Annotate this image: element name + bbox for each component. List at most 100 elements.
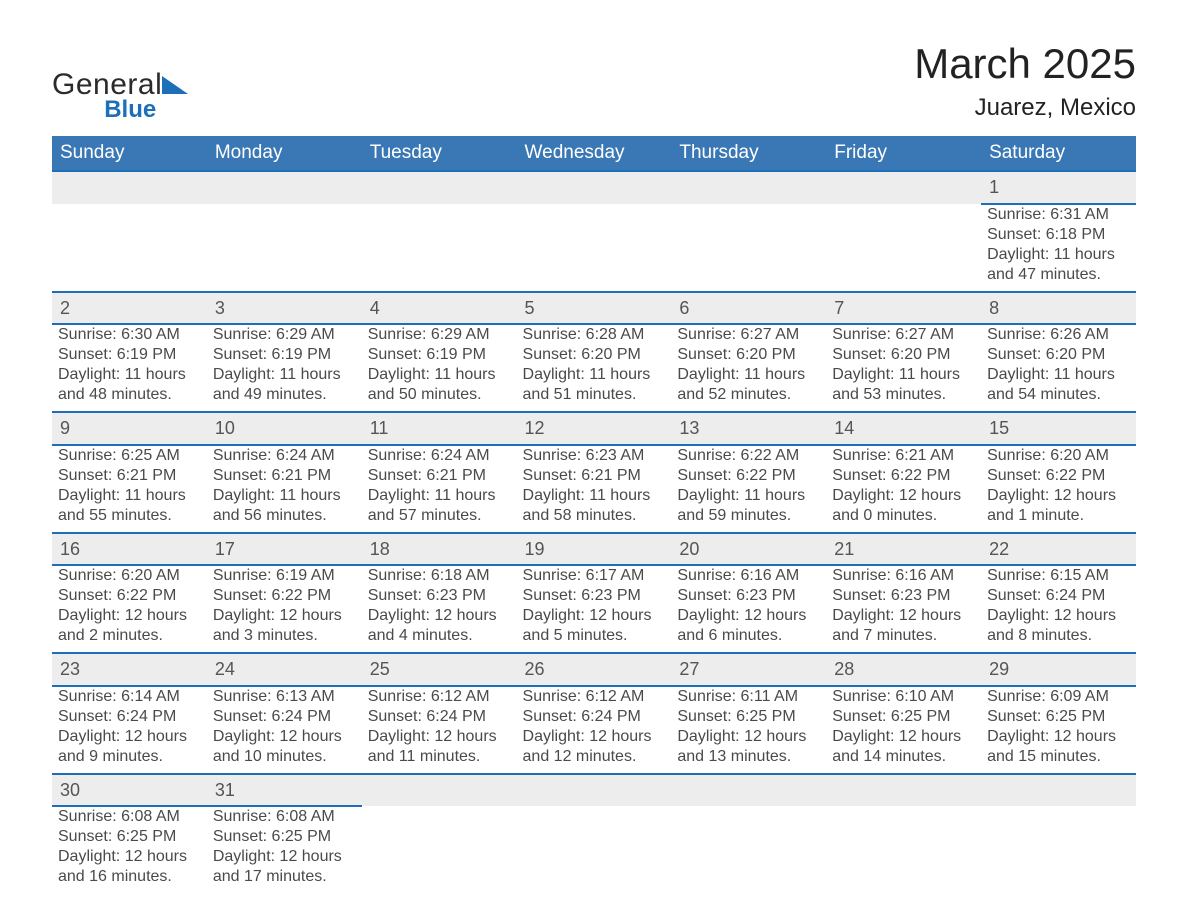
sunrise-line: Sunrise: 6:30 AM [58,325,201,345]
empty-cell [207,171,362,204]
empty-cell [671,204,826,292]
sunrise-line: Sunrise: 6:14 AM [58,687,201,707]
day-number: 7 [826,292,981,325]
day-number: 13 [671,412,826,445]
week-detail-row: Sunrise: 6:14 AM Sunset: 6:24 PM Daylight:… [52,686,1136,774]
sunrise-line: Sunrise: 6:20 AM [987,446,1130,466]
day-cell: Sunrise: 6:15 AMSunset: 6:24 PMDaylight:… [981,565,1136,653]
empty-cell [671,806,826,893]
week-daynum-row: 23242526272829 [52,653,1136,686]
daylight-line: Daylight: 11 hours and 58 minutes. [523,486,666,526]
sunset-line: Sunset: 6:21 PM [58,466,201,486]
daylight-line: Daylight: 12 hours and 11 minutes. [368,727,511,767]
sunrise-line: Sunrise: 6:26 AM [987,325,1130,345]
day-number: 4 [362,292,517,325]
empty-cell [362,171,517,204]
sunset-line: Sunset: 6:25 PM [987,707,1130,727]
empty-cell [207,204,362,292]
sunrise-line: Sunrise: 6:24 AM [368,446,511,466]
empty-cell [517,806,672,893]
logo-word-blue: Blue [104,98,156,122]
daylight-line: Daylight: 12 hours and 9 minutes. [58,727,201,767]
header: General Blue March 2025 Juarez, Mexico [52,40,1136,122]
logo-triangle-icon [162,76,188,94]
day-cell: Sunrise: 6:12 AMSunset: 6:24 PMDaylight:… [362,686,517,774]
day-number: 12 [517,412,672,445]
day-header: Saturday [981,136,1136,171]
day-number: 1 [981,171,1136,204]
day-number: 29 [981,653,1136,686]
daylight-line: Daylight: 12 hours and 17 minutes. [213,847,356,887]
day-cell: Sunrise: 6:09 AMSunset: 6:25 PMDaylight:… [981,686,1136,774]
daylight-line: Daylight: 11 hours and 47 minutes. [987,245,1130,285]
sunset-line: Sunset: 6:25 PM [832,707,975,727]
day-number: 6 [671,292,826,325]
empty-cell [826,806,981,893]
day-cell: Sunrise: 6:16 AMSunset: 6:23 PMDaylight:… [826,565,981,653]
day-cell: Sunrise: 6:27 AMSunset: 6:20 PMDaylight:… [826,324,981,412]
sunrise-line: Sunrise: 6:27 AM [832,325,975,345]
day-cell: Sunrise: 6:11 AMSunset: 6:25 PMDaylight:… [671,686,826,774]
empty-cell [671,171,826,204]
daylight-line: Daylight: 12 hours and 3 minutes. [213,606,356,646]
sunrise-line: Sunrise: 6:16 AM [832,566,975,586]
daylight-line: Daylight: 12 hours and 15 minutes. [987,727,1130,767]
sunrise-line: Sunrise: 6:27 AM [677,325,820,345]
day-number: 11 [362,412,517,445]
day-header: Wednesday [517,136,672,171]
day-cell: Sunrise: 6:20 AMSunset: 6:22 PMDaylight:… [52,565,207,653]
sunrise-line: Sunrise: 6:22 AM [677,446,820,466]
daylight-line: Daylight: 11 hours and 48 minutes. [58,365,201,405]
week-daynum-row: 2345678 [52,292,1136,325]
sunrise-line: Sunrise: 6:17 AM [523,566,666,586]
sunset-line: Sunset: 6:23 PM [677,586,820,606]
daylight-line: Daylight: 12 hours and 16 minutes. [58,847,201,887]
day-cell: Sunrise: 6:16 AMSunset: 6:23 PMDaylight:… [671,565,826,653]
sunset-line: Sunset: 6:22 PM [213,586,356,606]
sunset-line: Sunset: 6:25 PM [213,827,356,847]
day-cell: Sunrise: 6:19 AMSunset: 6:22 PMDaylight:… [207,565,362,653]
day-cell: Sunrise: 6:29 AMSunset: 6:19 PMDaylight:… [207,324,362,412]
week-detail-row: Sunrise: 6:08 AMSunset: 6:25 PMDaylight:… [52,806,1136,893]
daylight-line: Daylight: 11 hours and 50 minutes. [368,365,511,405]
daylight-line: Daylight: 11 hours and 56 minutes. [213,486,356,526]
day-cell: Sunrise: 6:10 AMSunset: 6:25 PMDaylight:… [826,686,981,774]
sunset-line: Sunset: 6:25 PM [58,827,201,847]
sunrise-line: Sunrise: 6:12 AM [368,687,511,707]
daylight-line: Daylight: 11 hours and 55 minutes. [58,486,201,526]
empty-cell [362,806,517,893]
week-daynum-row: 3031 [52,774,1136,807]
sunset-line: Sunset: 6:23 PM [523,586,666,606]
day-header-row: SundayMondayTuesdayWednesdayThursdayFrid… [52,136,1136,171]
day-number: 2 [52,292,207,325]
sunrise-line: Sunrise: 6:24 AM [213,446,356,466]
daylight-line: Daylight: 12 hours and 0 minutes. [832,486,975,526]
day-cell: Sunrise: 6:23 AMSunset: 6:21 PMDaylight:… [517,445,672,533]
empty-cell [826,171,981,204]
day-header: Sunday [52,136,207,171]
week-detail-row: Sunrise: 6:30 AMSunset: 6:19 PMDaylight:… [52,324,1136,412]
day-cell: Sunrise: 6:27 AMSunset: 6:20 PMDaylight:… [671,324,826,412]
empty-cell [517,171,672,204]
day-number: 22 [981,533,1136,566]
daylight-line: Daylight: 11 hours and 54 minutes. [987,365,1130,405]
sunset-line: Sunset: 6:19 PM [58,345,201,365]
sunrise-line: Sunrise: 6:25 AM [58,446,201,466]
week-daynum-row: 9101112131415 [52,412,1136,445]
page-title: March 2025 [914,40,1136,88]
daylight-line: Daylight: 11 hours and 51 minutes. [523,365,666,405]
day-cell: Sunrise: 6:21 AMSunset: 6:22 PMDaylight:… [826,445,981,533]
sunset-line: Sunset: 6:24 PM [213,707,356,727]
sunset-line: Sunset: 6:23 PM [368,586,511,606]
day-number: 28 [826,653,981,686]
sunset-line: Sunset: 6:19 PM [213,345,356,365]
sunset-line: Sunset: 6:22 PM [832,466,975,486]
daylight-line: Daylight: 12 hours and 13 minutes. [677,727,820,767]
day-number: 24 [207,653,362,686]
sunrise-line: Sunrise: 6:21 AM [832,446,975,466]
sunrise-line: Sunrise: 6:29 AM [213,325,356,345]
day-header: Thursday [671,136,826,171]
empty-cell [52,204,207,292]
day-number: 10 [207,412,362,445]
sunrise-line: Sunrise: 6:09 AM [987,687,1130,707]
